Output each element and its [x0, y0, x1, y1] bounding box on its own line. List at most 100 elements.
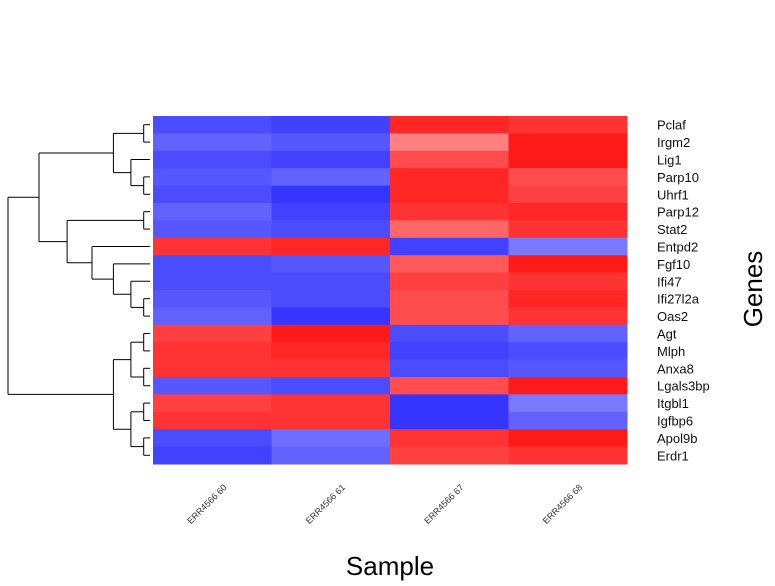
heatmap-cell — [508, 446, 628, 465]
heatmap-cell — [271, 377, 391, 395]
heatmap-cell — [508, 411, 628, 430]
heatmap-cell — [271, 133, 391, 152]
heatmap-cell — [271, 359, 391, 378]
heatmap-cell — [271, 185, 391, 204]
heatmap-cell — [153, 203, 272, 221]
heatmap-cell — [390, 307, 509, 326]
heatmap-cell — [390, 255, 509, 274]
heatmap-cell — [153, 324, 272, 343]
heatmap-cell — [271, 324, 391, 343]
gene-label: Anxa8 — [657, 361, 694, 376]
heatmap-cell — [390, 203, 509, 221]
gene-label: Ifi47 — [657, 274, 682, 289]
heatmap-cell — [153, 272, 272, 291]
heatmap-cell — [390, 185, 509, 204]
heatmap-cell — [271, 220, 391, 239]
heatmap-cell — [390, 150, 509, 169]
heatmap-cell — [508, 290, 628, 308]
heatmap-cell — [271, 446, 391, 465]
heatmap-cell — [153, 377, 272, 395]
heatmap-cell — [508, 342, 628, 361]
heatmap-cell — [390, 237, 509, 256]
heatmap-cell — [271, 150, 391, 169]
gene-label: Mlph — [657, 344, 685, 359]
heatmap-cell — [153, 255, 272, 274]
heatmap-cell — [508, 203, 628, 221]
heatmap-cell — [271, 394, 391, 413]
gene-label: Parp10 — [657, 170, 699, 185]
heatmap-cell — [271, 203, 391, 221]
gene-label: Uhrf1 — [657, 187, 689, 202]
heatmap-cell — [153, 150, 272, 169]
heatmap-cell — [390, 377, 509, 395]
heatmap-cell — [153, 133, 272, 152]
heatmap-cell — [508, 220, 628, 239]
heatmap-cell — [153, 429, 272, 448]
heatmap-cell — [390, 168, 509, 187]
gene-label: Agt — [657, 327, 677, 342]
heatmap-cell — [508, 272, 628, 291]
heatmap-cell — [390, 429, 509, 448]
heatmap-cell — [153, 359, 272, 378]
heatmap-cell — [153, 185, 272, 204]
heatmap-cell — [153, 394, 272, 413]
gene-label: Lgals3bp — [657, 379, 710, 394]
heatmap-cell — [153, 168, 272, 187]
heatmap-cell — [271, 116, 391, 134]
gene-label: Lig1 — [657, 153, 682, 168]
heatmap-cell — [390, 133, 509, 152]
heatmap-cell — [390, 411, 509, 430]
heatmap-cell — [390, 394, 509, 413]
heatmap-cell — [271, 307, 391, 326]
heatmap-cell — [390, 342, 509, 361]
gene-label: Erdr1 — [657, 448, 689, 463]
heatmap-cell — [508, 116, 628, 134]
gene-label: Parp12 — [657, 205, 699, 220]
heatmap-cell — [508, 255, 628, 274]
gene-labels: Pclaf Irgm2 Lig1 Parp10 Uhrf1 Parp12 Stat2 Entp… — [657, 118, 710, 464]
heatmap-cell — [508, 394, 628, 413]
heatmap-cell — [153, 342, 272, 361]
y-axis-title: Genes — [738, 251, 768, 328]
heatmap-cell — [390, 290, 509, 308]
gene-label: Entpd2 — [657, 240, 698, 255]
heatmap-cell — [508, 150, 628, 169]
gene-label: Igfbp6 — [657, 414, 693, 429]
heatmap-cell — [153, 116, 272, 134]
heatmap-cell — [508, 377, 628, 395]
heatmap-cell — [508, 133, 628, 152]
gene-label: Ifi27l2a — [657, 292, 700, 307]
heatmap-cells — [153, 116, 628, 465]
heatmap-cell — [271, 255, 391, 274]
heatmap-cell — [508, 185, 628, 204]
heatmap-cell — [390, 359, 509, 378]
gene-label: Oas2 — [657, 309, 688, 324]
gene-label: Apol9b — [657, 431, 697, 446]
heatmap-cell — [153, 411, 272, 430]
heatmap-cell — [508, 359, 628, 378]
gene-label: Irgm2 — [657, 135, 690, 150]
heatmap-cell — [508, 307, 628, 326]
x-axis-title: Sample — [346, 551, 434, 581]
gene-label: Fgf10 — [657, 257, 690, 272]
heatmap-cell — [508, 237, 628, 256]
heatmap-cell — [390, 116, 509, 134]
heatmap-cell — [271, 272, 391, 291]
heatmap-cell — [153, 220, 272, 239]
row-dendrogram — [7, 124, 150, 456]
heatmap-cell — [271, 168, 391, 187]
gene-label: Itgbl1 — [657, 396, 689, 411]
heatmap-cell — [390, 220, 509, 239]
heatmap-cell — [271, 342, 391, 361]
heatmap-cell — [153, 446, 272, 465]
heatmap-cell — [508, 324, 628, 343]
heatmap-cell — [271, 411, 391, 430]
heatmap-cell — [271, 290, 391, 308]
heatmap-cell — [153, 237, 272, 256]
heatmap-cell — [271, 237, 391, 256]
heatmap-cell — [508, 429, 628, 448]
heatmap-cell — [153, 290, 272, 308]
heatmap-cell — [390, 324, 509, 343]
gene-label: Stat2 — [657, 222, 687, 237]
